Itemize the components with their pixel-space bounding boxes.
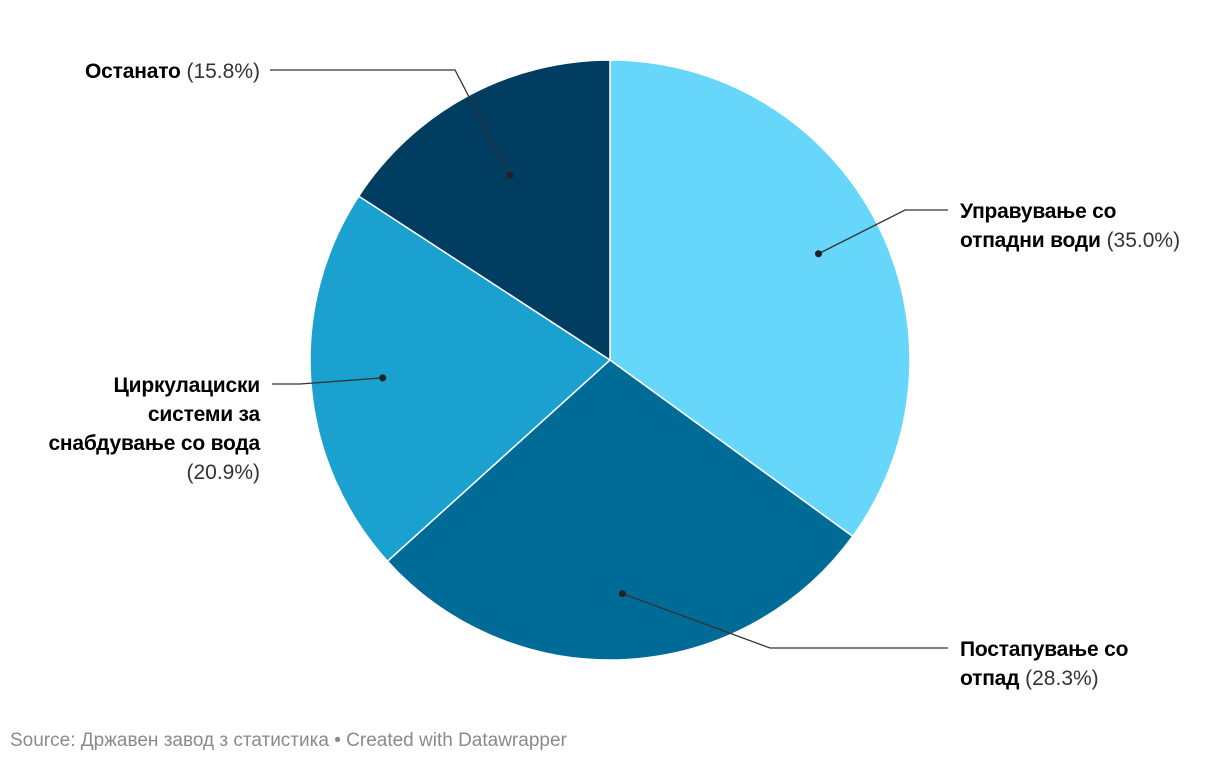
leader-line-waste — [622, 593, 948, 649]
pie-slice-waste — [386, 359, 854, 661]
leader-line-water-supply — [272, 377, 383, 385]
slice-label-line: отпад — [960, 667, 1019, 690]
leader-dot-wastewater — [814, 250, 822, 258]
chart-footer: Source: Државен завод з статистика • Cre… — [10, 730, 567, 752]
pie-slices — [309, 59, 911, 661]
slice-label-line: Управување со — [960, 200, 1116, 223]
footer-separator: • — [328, 730, 347, 751]
slice-pct: (28.3%) — [1019, 667, 1098, 690]
leader-dot-other — [506, 171, 514, 179]
leader-line-other — [270, 69, 511, 176]
slice-pct: (20.9%) — [186, 461, 260, 484]
slice-label-line: системи за — [148, 403, 261, 426]
slice-label-line: отпадни води — [960, 229, 1101, 252]
slice-label-line: Постапување со — [960, 638, 1128, 661]
slice-label-wastewater: Управување со отпадни води (35.0%) — [960, 200, 1180, 252]
credit-text: Created with Datawrapper — [346, 730, 567, 751]
pie-slice-other — [357, 59, 611, 362]
slice-pct: (15.8%) — [181, 60, 260, 83]
pie-chart: Управување со отпадни води (35.0%) Постапу… — [48, 59, 1180, 690]
leader-dot-water-supply — [379, 374, 387, 382]
slice-pct: (35.0%) — [1101, 229, 1180, 252]
slice-label-waste: Постапување со отпад (28.3%) — [960, 638, 1128, 690]
slice-label-water-supply: Циркулациски системи за снабдување со вода… — [48, 374, 260, 484]
slice-label-line: Останато — [85, 60, 181, 83]
slice-label-other: Останато (15.8%) — [85, 60, 260, 83]
slice-labels: Управување со отпадни води (35.0%) Постапу… — [48, 60, 1180, 690]
slice-label-line: снабдување со вода — [48, 432, 260, 455]
slice-label-line: Циркулациски — [113, 374, 260, 397]
leader-dot-waste — [618, 590, 626, 598]
leader-line-wastewater — [818, 209, 948, 255]
source-text: Source: Државен завод з статистика — [10, 730, 329, 751]
